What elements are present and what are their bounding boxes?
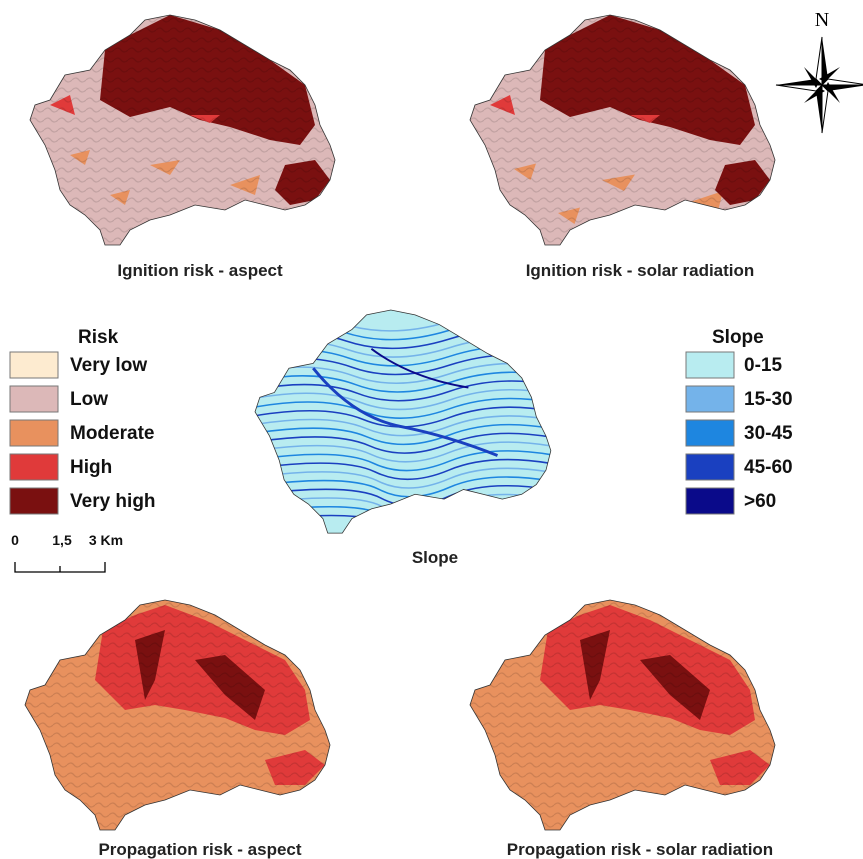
legend-label: Low (70, 389, 108, 410)
legend-swatch (10, 386, 58, 412)
legend-label: High (70, 457, 112, 478)
legend-label: Moderate (70, 423, 154, 444)
legend-swatch (10, 454, 58, 480)
map-layers (30, 15, 340, 250)
legend-label: Very low (70, 355, 147, 376)
map-layers (470, 15, 780, 250)
map-layers (470, 600, 780, 835)
texture (470, 600, 780, 835)
legend-title: Risk (78, 327, 119, 348)
figure: Ignition risk - aspect Ignition risk - so… (0, 0, 863, 859)
legend-swatch (686, 352, 734, 378)
panel-title: Ignition risk - aspect (117, 261, 283, 280)
panel-title: Slope (412, 548, 458, 567)
risk-map (25, 600, 335, 835)
risk-map (470, 15, 780, 250)
legend-label: 30-45 (744, 423, 793, 444)
texture (25, 600, 335, 835)
legend-swatch (686, 386, 734, 412)
panel-title: Ignition risk - solar radiation (526, 261, 755, 280)
legend-label: 45-60 (744, 457, 793, 478)
texture (470, 15, 780, 250)
panel-title: Propagation risk - solar radiation (507, 840, 773, 859)
legend-swatch (10, 352, 58, 378)
north-label: N (815, 9, 829, 31)
scale-bar (15, 562, 105, 572)
legend-swatch (686, 454, 734, 480)
texture (30, 15, 340, 250)
legend-swatch (10, 488, 58, 514)
scale-label: 3 Km (89, 532, 123, 548)
legend-label: 0-15 (744, 355, 782, 376)
risk-map (30, 15, 340, 250)
panel-title: Propagation risk - aspect (98, 840, 301, 859)
legend-swatch (686, 420, 734, 446)
map-layers (25, 600, 335, 835)
legend-swatch (686, 488, 734, 514)
legend-label: >60 (744, 491, 776, 512)
risk-map (470, 600, 780, 835)
scale-label: 0 (11, 532, 19, 548)
north-arrow (776, 37, 863, 133)
slope-contour (255, 512, 556, 532)
scale-label: 1,5 (52, 532, 72, 548)
legend-label: 15-30 (744, 389, 793, 410)
legend-swatch (10, 420, 58, 446)
legend-title: Slope (712, 327, 764, 348)
slope-contour (255, 503, 556, 523)
slope-map (255, 310, 556, 538)
legend-label: Very high (70, 491, 156, 512)
map-layers (255, 310, 556, 538)
